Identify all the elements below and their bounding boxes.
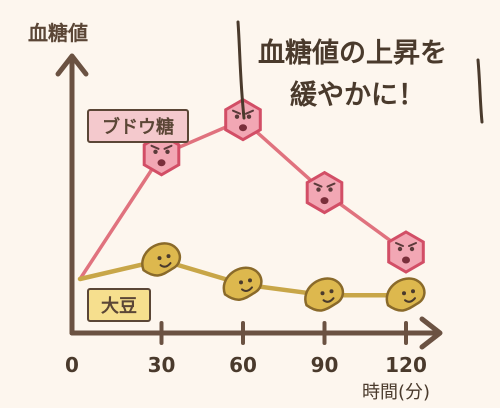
legend-label-glucose: ブドウ糖 [102, 116, 174, 138]
callout-bracket-left [236, 20, 246, 120]
x-tick-label: 90 [311, 353, 339, 377]
x-tick-label: 120 [385, 353, 427, 377]
soybean-point [304, 277, 345, 312]
soybean-point [222, 266, 263, 301]
legend-box-soybean [87, 288, 151, 322]
x-axis-arrow [419, 316, 443, 350]
x-tick-label: 30 [148, 353, 176, 377]
glucose-line [78, 117, 408, 281]
x-ticks: 0 30 60 90 120 [65, 321, 427, 377]
glucose-point [387, 230, 425, 274]
callout-line-2: 緩やかに！ [290, 80, 425, 111]
glucose-point [305, 170, 344, 215]
soybean-point [141, 242, 182, 277]
glucose-point [224, 97, 262, 142]
series-markers [141, 97, 426, 312]
y-axis-label: 血糖値 [28, 21, 88, 45]
callout-line-1: 血糖値の上昇を [258, 37, 447, 69]
y-axis-arrow [55, 53, 89, 77]
x-tick-label: 60 [229, 353, 257, 377]
legend-box-glucose [87, 109, 189, 143]
soybean-point [385, 277, 426, 312]
x-axis-label: 時間(分) [362, 382, 430, 403]
x-tick-label: 0 [65, 353, 79, 377]
glucose-point [142, 133, 181, 177]
callout-bracket-right [476, 58, 484, 124]
legend-label-soybean: 大豆 [101, 295, 137, 317]
